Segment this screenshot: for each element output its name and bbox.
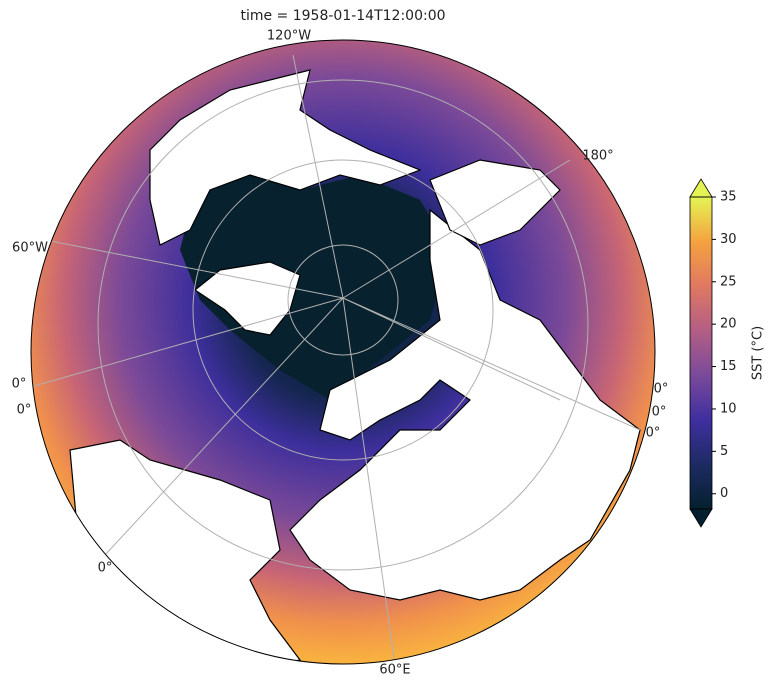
map-title: time = 1958-01-14T12:00:00 xyxy=(240,8,445,24)
colorbar: 0 5 10 15 20 25 30 35 SST (°C) xyxy=(689,178,766,528)
colorbar-tick-label: 25 xyxy=(720,274,737,289)
gridline-label: 60°W xyxy=(12,241,48,256)
gridline-label: 0° xyxy=(652,405,667,420)
latitude-line xyxy=(192,159,494,461)
colorbar-extend-min xyxy=(689,508,713,528)
graticule xyxy=(31,54,641,664)
greenland xyxy=(193,261,301,336)
globe-outline xyxy=(30,39,656,665)
gridline-label: 180° xyxy=(582,149,613,164)
gridline-label: 60°E xyxy=(379,663,410,678)
latitude-line xyxy=(287,244,399,356)
colorbar-tick-label: 5 xyxy=(720,444,728,459)
meridian-line xyxy=(31,54,641,664)
colorbar-tick-label: 0 xyxy=(720,486,728,501)
globe xyxy=(31,40,655,664)
colorbar-tick-label: 15 xyxy=(720,359,737,374)
colorbar-extend-max xyxy=(689,178,713,198)
gridline-label: 0° xyxy=(17,403,32,418)
gridline-label: 0° xyxy=(654,382,669,397)
latitude-line xyxy=(97,79,589,571)
gridline-label: 0° xyxy=(12,377,27,392)
colorbar-tick-label: 20 xyxy=(720,317,737,332)
colorbar-outline xyxy=(689,196,713,510)
colorbar-label: SST (°C) xyxy=(751,326,766,380)
north-america xyxy=(149,69,422,246)
eurasia xyxy=(289,208,641,601)
colorbar-body xyxy=(690,197,712,509)
colorbar-tick-label: 35 xyxy=(720,190,737,205)
colorbar-tick-label: 30 xyxy=(720,232,737,247)
arctic-ocean xyxy=(180,170,450,400)
gridline-label: 0° xyxy=(646,426,661,441)
colorbar-tick-label: 10 xyxy=(720,401,737,416)
gridline-label: 0° xyxy=(98,561,113,576)
gridline-label: 120°W xyxy=(267,29,311,44)
alaska xyxy=(429,159,561,246)
